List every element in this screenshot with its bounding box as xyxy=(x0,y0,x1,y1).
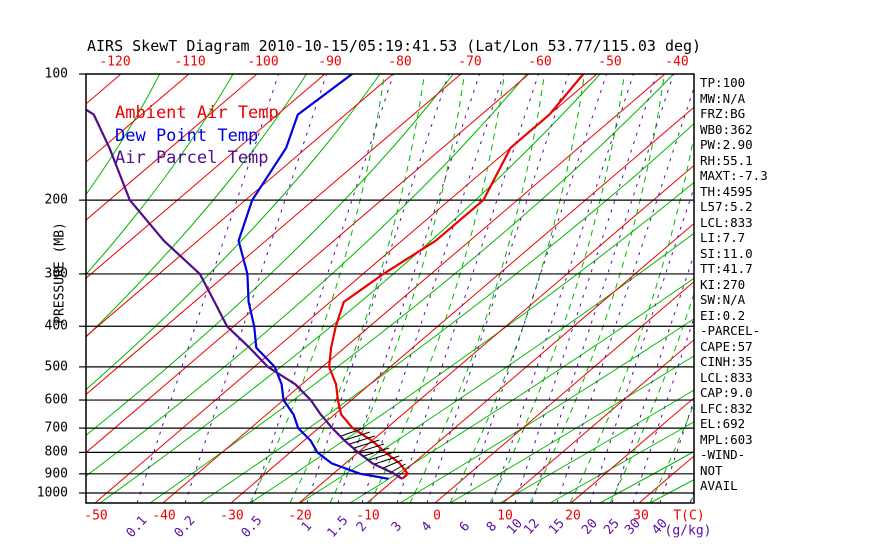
stat-line: PW:2.90 xyxy=(700,137,753,152)
pressure-label: 100 xyxy=(44,66,68,82)
stat-line: RH:55.1 xyxy=(700,152,753,168)
curve-dew-point-temp xyxy=(237,74,389,480)
stat-line: CINH:35 xyxy=(700,354,753,369)
curve-ambient-air-temp xyxy=(328,74,585,480)
pressure-label: 700 xyxy=(44,420,68,436)
stat-line: WB0:362 xyxy=(700,121,753,137)
stat-line: MW:N/A xyxy=(700,90,746,106)
stat-line: LI:7.7 xyxy=(700,230,746,245)
stat-line: EI:0.2 xyxy=(700,307,746,323)
plot-frame xyxy=(85,73,695,504)
stat-line: -PARCEL- xyxy=(700,323,761,338)
stat-line: AVAIL xyxy=(700,478,738,493)
bottom-temp-label: -50 xyxy=(84,508,108,524)
pressure-label: 200 xyxy=(44,192,68,208)
top-axis-label: -50 xyxy=(598,54,622,70)
top-axis-label: -100 xyxy=(247,54,279,70)
grid-layer xyxy=(86,74,694,503)
top-axis-label: -120 xyxy=(99,54,131,70)
bottom-temp-label: 0 xyxy=(433,508,441,524)
top-axis-label: -110 xyxy=(174,54,206,70)
stat-line: SW:N/A xyxy=(700,292,746,307)
stats-panel: TP:100 MW:N/A FRZ:BG WB0:362 PW:2.90 RH:55.1 M… xyxy=(700,75,768,494)
stat-line: CAP:9.0 xyxy=(700,385,753,400)
stat-line: -WIND- xyxy=(700,447,746,462)
pressure-label: 1000 xyxy=(36,485,68,501)
bottom-temp-label: -40 xyxy=(152,508,176,524)
stat-line: LCL:833 xyxy=(700,369,753,385)
stat-line: NOT xyxy=(700,462,723,478)
stat-line: LFC:832 xyxy=(700,400,753,416)
stat-line: L57:5.2 xyxy=(700,199,753,214)
page-title: AIRS SkewT Diagram 2010-10-15/05:19:41.5… xyxy=(87,37,702,55)
curve-air-parcel-temp xyxy=(86,108,403,480)
stat-line: LCL:833 xyxy=(700,214,753,230)
top-axis-label: -60 xyxy=(528,54,552,70)
legend-dewpoint: Dew Point Temp xyxy=(115,126,259,146)
top-axis-label: -40 xyxy=(665,54,689,70)
sounding-curves xyxy=(86,74,585,480)
legend-parcel: Air Parcel Temp xyxy=(115,148,269,168)
bottom-temp-label: -20 xyxy=(288,508,312,524)
stat-line: TP:100 xyxy=(700,75,746,90)
top-axis-label: -80 xyxy=(388,54,412,70)
stat-line: SI:11.0 xyxy=(700,245,753,261)
stat-line: CAPE:57 xyxy=(700,338,753,354)
pressure-label: 400 xyxy=(44,318,68,334)
pressure-label: 600 xyxy=(44,392,68,408)
bottom-temp-label: 10 xyxy=(497,508,513,524)
legend-ambient: Ambient Air Temp xyxy=(115,103,279,123)
pressure-label: 900 xyxy=(44,466,68,482)
pressure-label: 500 xyxy=(44,359,68,375)
bottom-temp-label: -10 xyxy=(356,508,380,524)
bottom-temp-label: 30 xyxy=(633,508,649,524)
mixing-unit-label: (g/kg) xyxy=(664,523,712,539)
stat-line: EL:692 xyxy=(700,416,746,431)
pressure-label: 800 xyxy=(44,444,68,460)
bottom-temp-label: 20 xyxy=(565,508,581,524)
stat-line: TT:41.7 xyxy=(700,261,753,276)
stat-line: MPL:603 xyxy=(700,431,753,447)
pressure-label: 300 xyxy=(44,266,68,282)
top-axis-label: -90 xyxy=(318,54,342,70)
stat-line: KI:270 xyxy=(700,276,746,292)
stat-line: MAXT:-7.3 xyxy=(700,168,768,183)
bottom-temp-label: -30 xyxy=(220,508,244,524)
stat-line: TH:4595 xyxy=(700,183,753,199)
temp-unit-label: T(C) xyxy=(673,508,705,524)
top-axis-label: -70 xyxy=(458,54,482,70)
stat-line: FRZ:BG xyxy=(700,106,746,121)
